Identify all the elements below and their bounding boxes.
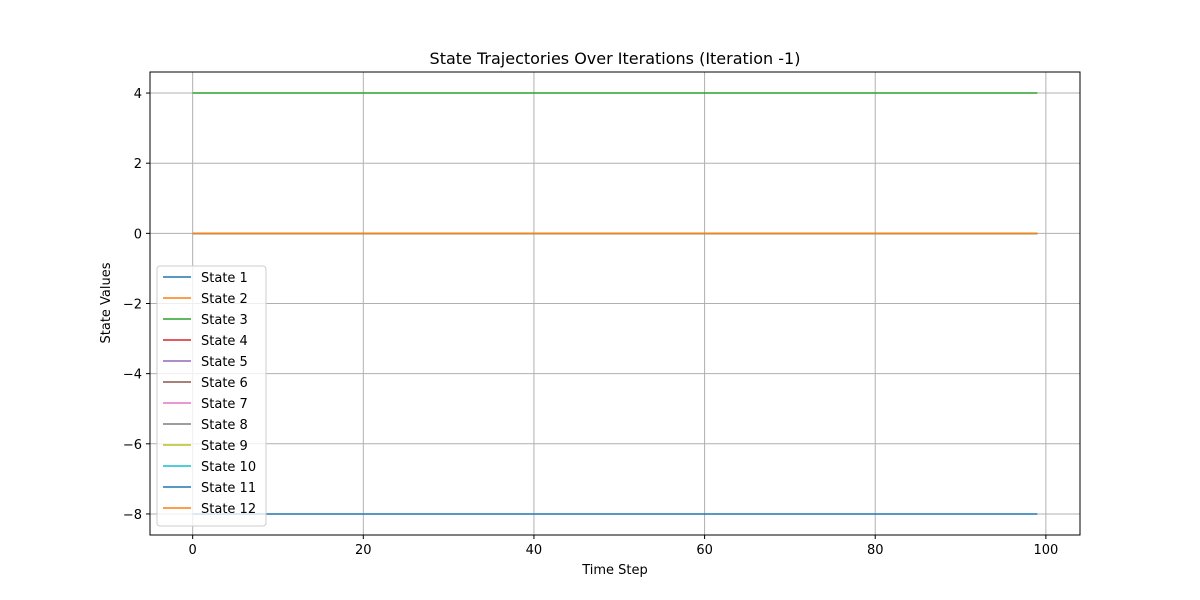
- legend-label: State 11: [201, 481, 256, 496]
- y-tick-label: 4: [134, 87, 142, 102]
- x-axis-label: Time Step: [581, 563, 648, 578]
- legend-label: State 4: [201, 334, 248, 349]
- x-tick-label: 40: [526, 543, 543, 558]
- series-layer: [192, 92, 1038, 515]
- legend-label: State 1: [201, 271, 248, 286]
- x-tick-label: 80: [867, 543, 884, 558]
- x-tick-label: 60: [696, 543, 713, 558]
- legend-label: State 10: [201, 460, 256, 475]
- y-tick-label: −2: [123, 298, 142, 313]
- x-tick-label: 0: [189, 543, 197, 558]
- legend-label: State 5: [201, 355, 248, 370]
- x-tick-label: 20: [355, 543, 372, 558]
- legend-label: State 3: [201, 313, 248, 328]
- legend-label: State 12: [201, 502, 256, 517]
- y-axis-label: State Values: [99, 262, 114, 343]
- legend-label: State 7: [201, 397, 248, 412]
- legend-label: State 8: [201, 418, 248, 433]
- chart-title: State Trajectories Over Iterations (Iter…: [430, 49, 801, 68]
- y-tick-label: 0: [134, 227, 142, 242]
- y-tick-label: 2: [134, 157, 142, 172]
- x-tick-label: 100: [1033, 543, 1058, 558]
- y-tick-label: −4: [123, 368, 142, 383]
- legend-label: State 9: [201, 439, 248, 454]
- legend-label: State 6: [201, 376, 248, 391]
- y-tick-label: −8: [123, 508, 142, 523]
- legend-label: State 2: [201, 292, 248, 307]
- legend: State 1 State 2 State 3 State 4 State 5 State…: [156, 265, 267, 527]
- y-tick-label: −6: [123, 438, 142, 453]
- tick-layer: 0 20 40 60 80 100 −8 −6 −4 −2 0 2 4: [123, 87, 1058, 558]
- grid-layer: [150, 72, 1080, 535]
- legend-box: [156, 265, 267, 527]
